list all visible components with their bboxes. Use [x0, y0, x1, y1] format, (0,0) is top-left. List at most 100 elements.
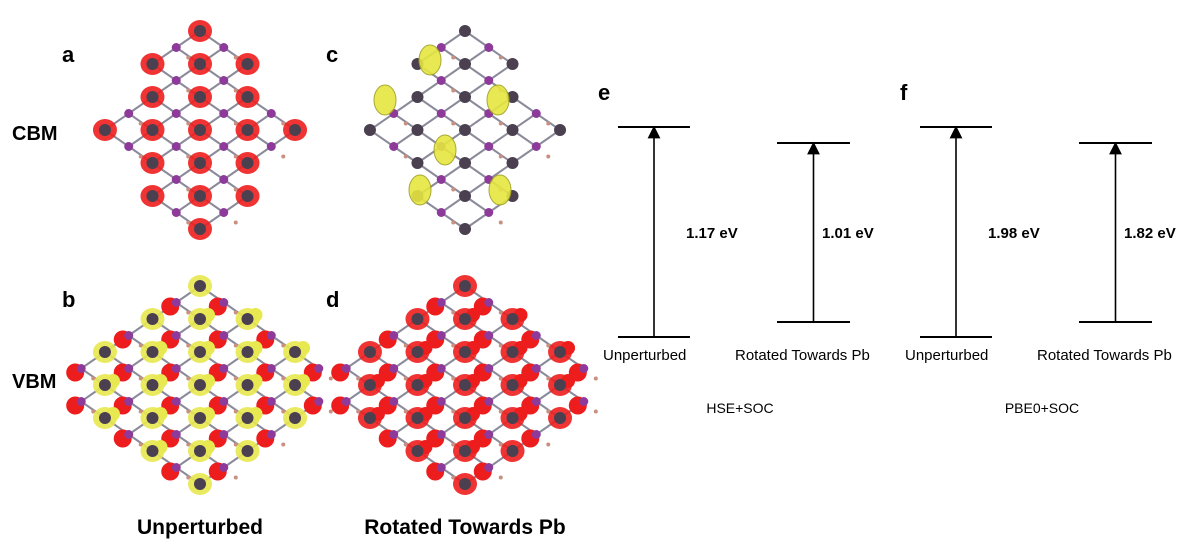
i-atom — [436, 364, 446, 373]
method-label: HSE+SOC — [706, 400, 773, 416]
i-atom — [171, 175, 181, 184]
pb-atom — [241, 412, 254, 424]
organic — [91, 409, 96, 414]
orbital — [486, 84, 510, 116]
orbital — [418, 44, 442, 76]
i-atom — [531, 364, 541, 373]
organic — [498, 55, 503, 60]
i-atom — [436, 175, 446, 184]
pb-atom — [459, 190, 471, 202]
organic — [233, 310, 238, 315]
state-label: Unperturbed — [905, 347, 988, 364]
i-atom — [389, 142, 399, 151]
organic — [138, 121, 143, 126]
i-atom — [266, 142, 276, 151]
i-atom — [171, 142, 181, 151]
i-atom — [171, 397, 181, 406]
pb-atom — [459, 346, 471, 358]
pb-atom — [289, 124, 302, 136]
pb-atom — [146, 346, 159, 358]
i-atom — [389, 331, 399, 340]
organic — [546, 121, 551, 126]
pb-atom — [241, 313, 254, 325]
i-atom — [341, 364, 351, 373]
organic — [451, 310, 456, 315]
pb-atom — [411, 91, 424, 103]
i-atom — [124, 109, 134, 118]
pb-atom — [241, 379, 254, 391]
i-atom — [76, 364, 86, 373]
pb-atom — [363, 124, 376, 136]
pb-atom — [194, 478, 206, 490]
organic — [91, 376, 96, 381]
organic — [233, 409, 238, 414]
organic — [498, 343, 503, 348]
pb-atom — [98, 346, 111, 358]
organic — [498, 310, 503, 315]
panel-label: d — [326, 287, 339, 312]
pb-atom — [289, 379, 302, 391]
organic — [403, 409, 408, 414]
organic — [403, 154, 408, 159]
panel-label: e — [598, 80, 610, 105]
i-atom — [219, 463, 229, 472]
organic — [593, 409, 598, 414]
pb-atom — [506, 58, 519, 70]
pb-atom — [459, 25, 471, 37]
pb-atom — [98, 124, 111, 136]
pb-atom — [194, 25, 206, 37]
pb-atom — [411, 346, 424, 358]
organic — [233, 121, 238, 126]
i-atom — [389, 397, 399, 406]
pb-atom — [146, 124, 159, 136]
i-atom — [341, 397, 351, 406]
pb-atom — [194, 346, 206, 358]
pb-atom — [411, 445, 424, 457]
orbital — [433, 134, 457, 166]
pb-atom — [459, 412, 471, 424]
i-atom — [266, 430, 276, 439]
i-atom — [266, 364, 276, 373]
i-atom — [124, 142, 134, 151]
pb-atom — [194, 58, 206, 70]
i-atom — [484, 43, 494, 52]
pb-atom — [459, 91, 471, 103]
i-atom — [436, 430, 446, 439]
pb-atom — [506, 346, 519, 358]
panel-label: a — [62, 42, 75, 67]
panel-label: f — [900, 80, 908, 105]
organic — [498, 442, 503, 447]
pb-atom — [194, 190, 206, 202]
pb-atom — [506, 91, 519, 103]
organic — [451, 475, 456, 480]
organic — [186, 409, 191, 414]
organic — [233, 154, 238, 159]
organic — [498, 121, 503, 126]
i-atom — [171, 331, 181, 340]
organic — [403, 343, 408, 348]
i-atom — [531, 430, 541, 439]
organic — [186, 154, 191, 159]
organic — [328, 409, 333, 414]
organic — [498, 409, 503, 414]
pb-atom — [506, 157, 519, 169]
i-atom — [389, 364, 399, 373]
organic — [356, 409, 361, 414]
i-atom — [76, 397, 86, 406]
pb-atom — [146, 91, 159, 103]
pb-atom — [241, 190, 254, 202]
pb-atom — [146, 313, 159, 325]
i-atom — [171, 109, 181, 118]
i-atom — [219, 208, 229, 217]
i-atom — [579, 364, 589, 373]
state-label: Rotated Towards Pb — [735, 347, 870, 364]
organic — [186, 220, 191, 225]
pb-atom — [459, 445, 471, 457]
i-atom — [219, 175, 229, 184]
i-atom — [531, 109, 541, 118]
organic — [138, 442, 143, 447]
organic — [498, 376, 503, 381]
organic — [281, 121, 286, 126]
i-atom — [579, 397, 589, 406]
i-atom — [171, 430, 181, 439]
